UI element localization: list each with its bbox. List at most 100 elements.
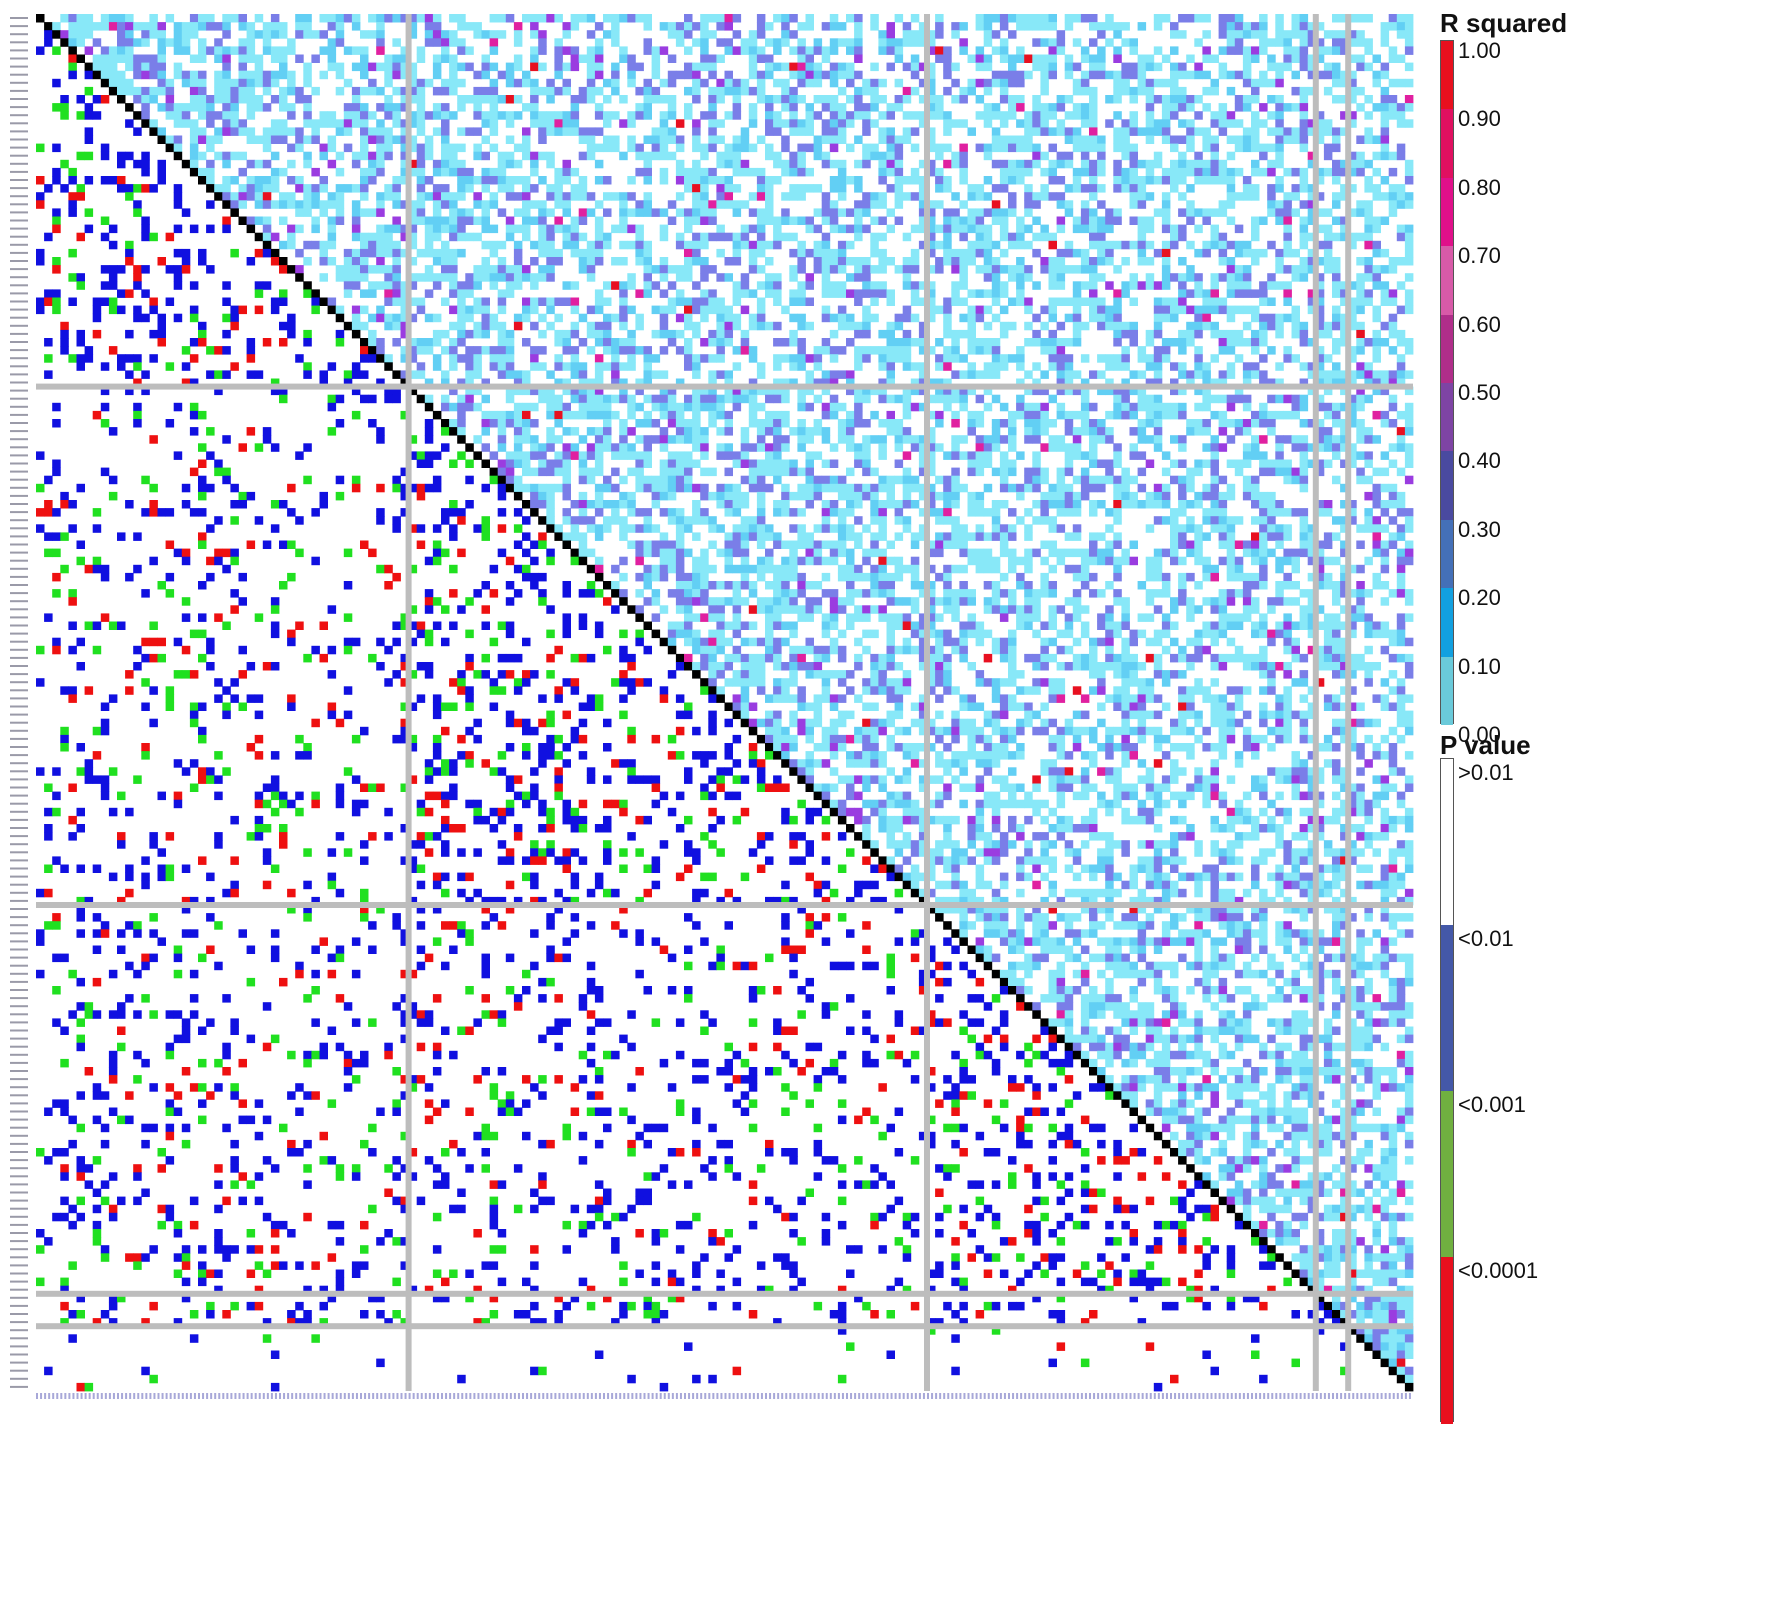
r-squared-cell <box>481 273 490 282</box>
r-squared-cell <box>360 257 369 266</box>
r-squared-cell <box>1072 386 1082 396</box>
r-squared-cell <box>254 184 264 193</box>
p-value-cell <box>141 159 150 169</box>
r-squared-cell <box>1234 467 1244 477</box>
r-squared-cell <box>1048 346 1057 355</box>
r-squared-cell <box>546 467 555 477</box>
r-squared-cell <box>1307 232 1317 242</box>
r-squared-cell <box>1056 192 1066 201</box>
r-squared-cell <box>765 22 774 31</box>
r-squared-cell <box>789 30 798 39</box>
r-squared-cell <box>594 338 604 347</box>
r-squared-cell <box>975 338 985 347</box>
r-squared-cell <box>1307 22 1317 31</box>
r-squared-cell <box>643 240 652 250</box>
r-squared-cell <box>1178 281 1187 290</box>
r-squared-cell <box>675 313 685 323</box>
r-squared-cell <box>513 273 523 282</box>
r-squared-cell <box>473 111 482 120</box>
r-squared-cell <box>92 62 102 72</box>
p-value-cell <box>92 410 102 420</box>
r-squared-cell <box>1089 297 1098 306</box>
p-value-cell <box>133 362 142 371</box>
r-squared-cell <box>570 46 580 55</box>
r-squared-cell <box>1032 451 1041 460</box>
r-squared-cell <box>1153 354 1163 363</box>
diagonal-cell <box>214 192 223 201</box>
r-squared-cell <box>886 30 895 39</box>
r-squared-cell <box>254 159 264 169</box>
r-squared-cell <box>935 419 944 428</box>
r-squared-cell <box>1388 46 1398 55</box>
r-squared-cell <box>562 167 571 177</box>
r-squared-cell <box>870 435 879 444</box>
diagonal-cell <box>189 167 199 177</box>
r-squared-cell <box>927 208 936 217</box>
r-squared-cell <box>570 354 580 363</box>
r-squared-cell <box>797 394 806 404</box>
p-value-cell <box>222 329 231 339</box>
r-squared-cell <box>1194 313 1203 323</box>
r-squared-cell <box>983 435 993 444</box>
r-squared-cell <box>432 200 442 209</box>
r-squared-cell <box>797 386 806 396</box>
r-squared-cell <box>368 265 377 274</box>
r-squared-cell <box>611 78 620 88</box>
r-squared-cell <box>1380 467 1390 477</box>
r-squared-cell <box>878 232 887 242</box>
r-squared-cell <box>692 410 701 420</box>
r-squared-cell <box>724 427 733 436</box>
r-squared-cell <box>1170 22 1179 31</box>
r-squared-cell <box>473 127 482 136</box>
r-squared-cell <box>659 22 669 31</box>
r-squared-cell <box>918 378 928 387</box>
r-squared-cell <box>1340 127 1349 136</box>
r-squared-cell <box>1251 22 1260 31</box>
r-squared-cell <box>1380 38 1390 47</box>
p-value-cell <box>254 281 264 290</box>
r-squared-cell <box>246 103 256 112</box>
r-squared-cell <box>392 103 401 112</box>
r-squared-cell <box>886 338 895 347</box>
r-squared-cell <box>546 224 555 234</box>
r-squared-cell <box>732 184 742 193</box>
r-squared-cell <box>700 38 709 47</box>
r-squared-cell <box>1186 427 1195 436</box>
r-squared-cell <box>181 22 191 31</box>
r-squared-cell <box>489 240 499 250</box>
r-squared-cell <box>1072 435 1082 444</box>
r-squared-cell <box>821 313 831 323</box>
r-squared-cell <box>1396 103 1406 112</box>
r-squared-cell <box>416 273 426 282</box>
r-squared-cell <box>829 378 839 387</box>
r-squared-cell <box>732 257 742 266</box>
r-squared-cell <box>441 111 450 120</box>
r-squared-cell <box>1299 265 1309 274</box>
r-squared-cell <box>416 86 426 96</box>
r-squared-cell <box>1348 313 1357 323</box>
r-squared-cell <box>1226 176 1236 185</box>
r-squared-cell <box>303 159 312 169</box>
r-squared-cell <box>765 143 774 153</box>
p-value-cell <box>52 224 61 234</box>
r-squared-cell <box>465 378 474 387</box>
r-squared-cell <box>773 394 782 404</box>
r-squared-cell <box>1048 143 1057 153</box>
r-squared-cell <box>497 14 507 23</box>
r-squared-cell <box>1380 119 1390 128</box>
r-squared-cell <box>1178 176 1187 185</box>
r-squared-cell <box>1348 119 1357 128</box>
r-squared-cell <box>1121 78 1130 88</box>
r-squared-cell <box>894 346 904 355</box>
p-value-cell <box>189 354 199 363</box>
r-squared-cell <box>1048 167 1057 177</box>
r-squared-cell <box>222 62 231 72</box>
r-squared-cell <box>765 111 774 120</box>
r-squared-cell <box>1129 95 1138 104</box>
r-squared-cell <box>594 159 604 169</box>
r-squared-cell <box>886 329 895 339</box>
r-squared-cell <box>449 305 458 315</box>
r-squared-cell <box>1194 346 1203 355</box>
r-squared-cell <box>505 159 515 169</box>
r-squared-cell <box>765 119 774 128</box>
